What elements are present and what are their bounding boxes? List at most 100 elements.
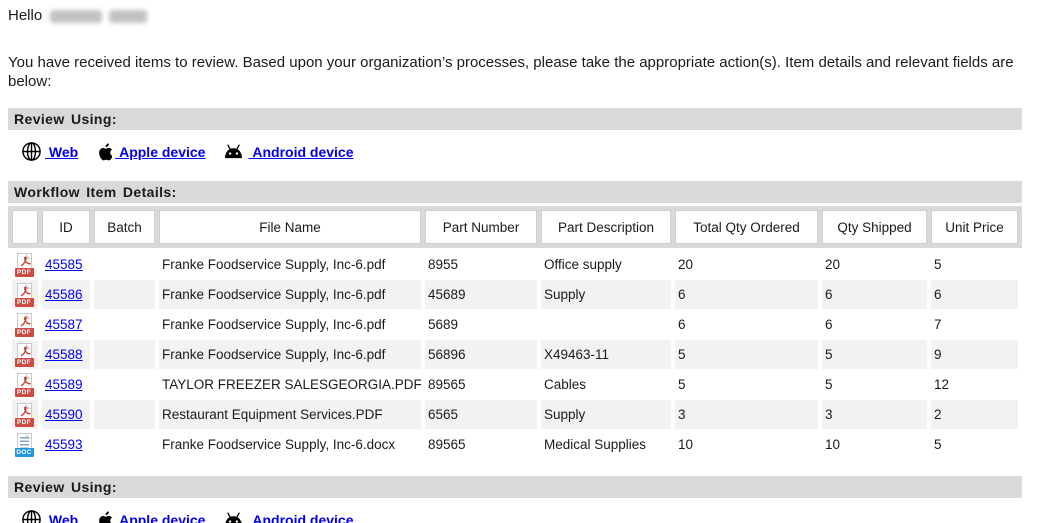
item-id-link[interactable]: 45588 xyxy=(45,347,83,362)
redacted-blur xyxy=(109,10,147,23)
doc-file-icon[interactable]: DOC xyxy=(15,433,36,457)
apple-icon[interactable] xyxy=(95,142,112,162)
item-id-link[interactable]: 45586 xyxy=(45,287,83,302)
cell-part-description: X49463-11 xyxy=(541,340,671,369)
column-header-batch: Batch xyxy=(94,210,155,244)
cell-part-number: 45689 xyxy=(425,280,537,309)
file-type-badge: PDF xyxy=(15,388,34,397)
cell-qty-shipped: 6 xyxy=(822,280,927,309)
cell-unit-price: 7 xyxy=(931,310,1018,339)
cell-file-name: Franke Foodservice Supply, Inc-6.pdf xyxy=(159,280,421,309)
cell-icon: PDF xyxy=(12,280,38,309)
item-id-link[interactable]: 45590 xyxy=(45,407,83,422)
file-type-badge: PDF xyxy=(15,268,34,277)
cell-batch xyxy=(94,250,155,279)
table-row: PDF 45586 Franke Foodservice Supply, Inc-6… xyxy=(8,280,1022,309)
cell-unit-price: 2 xyxy=(931,400,1018,429)
column-header-unit-price: Unit Price xyxy=(931,210,1018,244)
cell-batch xyxy=(94,310,155,339)
workflow-section: Workflow Item Details: IDBatchFile NameP… xyxy=(8,181,1022,459)
document-text-lines xyxy=(20,437,29,448)
item-id-link[interactable]: 45585 xyxy=(45,257,83,272)
cell-unit-price: 5 xyxy=(931,430,1018,459)
android-device-link[interactable]: Android device xyxy=(248,144,353,160)
cell-id: 45593 xyxy=(42,430,90,459)
review-link-android-device: Android device xyxy=(222,512,353,523)
table-body: PDF 45585 Franke Foodservice Supply, Inc-6… xyxy=(8,250,1022,459)
web-link[interactable]: Web xyxy=(45,512,78,523)
column-header-id: ID xyxy=(42,210,90,244)
cell-file-name: Franke Foodservice Supply, Inc-6.pdf xyxy=(159,310,421,339)
apple-icon[interactable] xyxy=(95,510,112,523)
globe-icon[interactable] xyxy=(21,141,42,162)
cell-part-description: Supply xyxy=(541,280,671,309)
cell-icon: PDF xyxy=(12,250,38,279)
cell-qty-shipped: 10 xyxy=(822,430,927,459)
greeting: Hello xyxy=(8,7,1022,25)
item-id-link[interactable]: 45593 xyxy=(45,437,83,452)
review-links-top: Web Apple device Android device xyxy=(21,139,1022,164)
cell-part-number: 5689 xyxy=(425,310,537,339)
column-header-part-description: Part Description xyxy=(541,210,671,244)
cell-id: 45590 xyxy=(42,400,90,429)
review-link-apple-device: Apple device xyxy=(95,510,205,523)
globe-icon[interactable] xyxy=(21,509,42,523)
review-link-android-device: Android device xyxy=(222,144,353,160)
table-row: PDF 45590 Restaurant Equipment Services.PD… xyxy=(8,400,1022,429)
pdf-file-icon[interactable]: PDF xyxy=(15,373,36,397)
pdf-file-icon[interactable]: PDF xyxy=(15,253,36,277)
cell-icon: DOC xyxy=(12,430,38,459)
pdf-file-icon[interactable]: PDF xyxy=(15,403,36,427)
web-link[interactable]: Web xyxy=(45,144,78,160)
cell-file-name: Franke Foodservice Supply, Inc-6.pdf xyxy=(159,250,421,279)
cell-unit-price: 6 xyxy=(931,280,1018,309)
email-body: Hello You have received items to review.… xyxy=(8,0,1022,523)
item-id-link[interactable]: 45589 xyxy=(45,377,83,392)
cell-unit-price: 5 xyxy=(931,250,1018,279)
apple-device-link[interactable]: Apple device xyxy=(115,144,205,160)
android-icon[interactable] xyxy=(222,512,245,523)
cell-qty-shipped: 3 xyxy=(822,400,927,429)
pdf-file-icon[interactable]: PDF xyxy=(15,343,36,367)
cell-batch xyxy=(94,340,155,369)
table-row: PDF 45587 Franke Foodservice Supply, Inc-6… xyxy=(8,310,1022,339)
review-link-web: Web xyxy=(21,141,78,162)
cell-file-name: Franke Foodservice Supply, Inc-6.pdf xyxy=(159,340,421,369)
column-header-qty-shipped: Qty Shipped xyxy=(822,210,927,244)
item-id-link[interactable]: 45587 xyxy=(45,317,83,332)
redacted-blur xyxy=(50,10,102,23)
review-using-header: Review Using: xyxy=(8,108,1022,130)
review-using-header: Review Using: xyxy=(8,476,1022,498)
cell-batch xyxy=(94,370,155,399)
column-header-icon xyxy=(12,210,38,244)
cell-part-number: 8955 xyxy=(425,250,537,279)
cell-part-description: Office supply xyxy=(541,250,671,279)
file-type-badge: PDF xyxy=(15,358,34,367)
cell-file-name: Restaurant Equipment Services.PDF xyxy=(159,400,421,429)
cell-batch xyxy=(94,430,155,459)
cell-total-qty-ordered: 6 xyxy=(675,310,818,339)
table-row: DOC45593Franke Foodservice Supply, Inc-6… xyxy=(8,430,1022,459)
cell-part-number: 89565 xyxy=(425,370,537,399)
android-device-link[interactable]: Android device xyxy=(248,512,353,523)
cell-part-number: 6565 xyxy=(425,400,537,429)
cell-icon: PDF xyxy=(12,370,38,399)
cell-batch xyxy=(94,280,155,309)
pdf-file-icon[interactable]: PDF xyxy=(15,313,36,337)
cell-total-qty-ordered: 10 xyxy=(675,430,818,459)
table-row: PDF 45588 Franke Foodservice Supply, Inc-6… xyxy=(8,340,1022,369)
review-link-web: Web xyxy=(21,509,78,523)
column-header-file-name: File Name xyxy=(159,210,421,244)
cell-part-description xyxy=(541,310,671,339)
cell-unit-price: 9 xyxy=(931,340,1018,369)
cell-qty-shipped: 20 xyxy=(822,250,927,279)
apple-device-link[interactable]: Apple device xyxy=(115,512,205,523)
pdf-file-icon[interactable]: PDF xyxy=(15,283,36,307)
cell-qty-shipped: 5 xyxy=(822,370,927,399)
redacted-recipient-name xyxy=(50,10,147,23)
table-row: PDF 45585 Franke Foodservice Supply, Inc-6… xyxy=(8,250,1022,279)
file-type-badge: DOC xyxy=(15,448,34,457)
cell-batch xyxy=(94,400,155,429)
android-icon[interactable] xyxy=(222,144,245,160)
cell-total-qty-ordered: 5 xyxy=(675,370,818,399)
